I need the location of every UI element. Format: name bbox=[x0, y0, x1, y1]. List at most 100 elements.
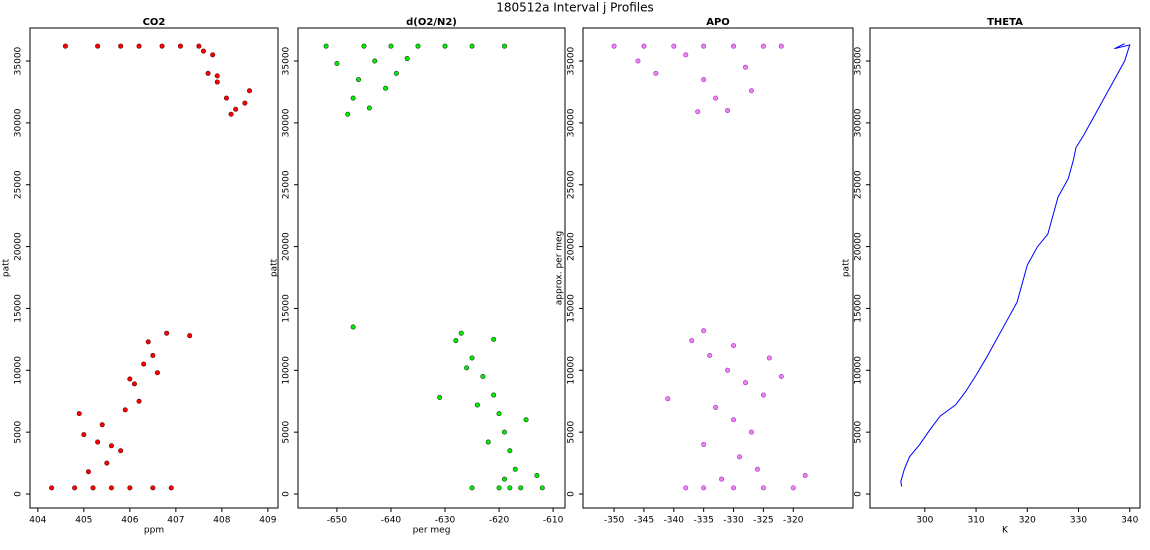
point bbox=[507, 485, 513, 491]
plot-frame bbox=[582, 27, 854, 509]
x-tick-label: 340 bbox=[1121, 516, 1138, 526]
y-tick-label: 25000 bbox=[854, 170, 864, 199]
point bbox=[464, 365, 470, 371]
y-tick-label: 20000 bbox=[282, 232, 292, 261]
point bbox=[748, 88, 754, 94]
y-tick-label: 5000 bbox=[14, 420, 24, 443]
y-tick-label: 0 bbox=[567, 491, 577, 497]
point bbox=[665, 396, 671, 402]
y-tick-label: 35000 bbox=[854, 46, 864, 75]
point bbox=[108, 443, 114, 449]
point bbox=[501, 43, 507, 49]
point bbox=[458, 330, 464, 336]
y-axis-label: patt bbox=[270, 258, 280, 277]
point bbox=[523, 417, 529, 423]
point bbox=[233, 106, 239, 112]
panel-title: THETA bbox=[987, 17, 1023, 28]
point bbox=[518, 485, 524, 491]
point bbox=[653, 70, 659, 76]
point bbox=[136, 43, 142, 49]
point bbox=[469, 355, 475, 361]
x-tick-label: -320 bbox=[783, 516, 804, 526]
point bbox=[62, 43, 68, 49]
point bbox=[802, 472, 808, 478]
plot-frame bbox=[29, 27, 279, 509]
x-tick-label: -345 bbox=[634, 516, 654, 526]
point bbox=[713, 95, 719, 101]
x-tick-label: -650 bbox=[327, 516, 348, 526]
y-tick-label: 15000 bbox=[282, 294, 292, 323]
y-tick-label: 25000 bbox=[14, 170, 24, 199]
point bbox=[442, 43, 448, 49]
y-tick-label: 10000 bbox=[567, 356, 577, 385]
x-tick-label: 405 bbox=[75, 516, 92, 526]
page-title: 180512a Interval j Profiles bbox=[496, 1, 653, 15]
point bbox=[118, 43, 124, 49]
point bbox=[383, 85, 389, 91]
y-tick-label: 35000 bbox=[282, 46, 292, 75]
point bbox=[145, 339, 151, 345]
point bbox=[200, 48, 206, 54]
point bbox=[635, 58, 641, 64]
point bbox=[393, 70, 399, 76]
point bbox=[150, 485, 156, 491]
x-tick-label: -340 bbox=[664, 516, 685, 526]
y-axis-label: patt bbox=[2, 258, 12, 277]
y-axis-label: patt bbox=[842, 258, 852, 277]
point bbox=[223, 95, 229, 101]
point bbox=[683, 52, 689, 58]
point bbox=[507, 448, 513, 454]
point bbox=[501, 429, 507, 435]
point bbox=[539, 485, 545, 491]
y-tick-label: 10000 bbox=[282, 356, 292, 385]
x-tick-label: -640 bbox=[381, 516, 402, 526]
y-tick-label: 5000 bbox=[854, 420, 864, 443]
x-tick-label: 300 bbox=[916, 516, 933, 526]
x-axis-label: per meg bbox=[413, 526, 451, 536]
point bbox=[689, 338, 695, 344]
point bbox=[453, 338, 459, 344]
point bbox=[95, 439, 101, 445]
point bbox=[742, 64, 748, 70]
point bbox=[205, 70, 211, 76]
point bbox=[737, 454, 743, 460]
x-tick-label: 310 bbox=[967, 516, 984, 526]
point bbox=[95, 43, 101, 49]
point bbox=[701, 442, 707, 448]
point bbox=[790, 485, 796, 491]
x-tick-label: -610 bbox=[543, 516, 564, 526]
y-tick-label: 30000 bbox=[14, 108, 24, 137]
y-tick-label: 35000 bbox=[567, 46, 577, 75]
y-tick-label: 35000 bbox=[14, 46, 24, 75]
point bbox=[350, 95, 356, 101]
point bbox=[766, 355, 772, 361]
x-tick-label: -330 bbox=[723, 516, 744, 526]
point bbox=[701, 43, 707, 49]
point bbox=[366, 105, 372, 111]
plot-frame bbox=[297, 27, 566, 509]
y-tick-label: 15000 bbox=[854, 294, 864, 323]
x-tick-label: 409 bbox=[259, 516, 276, 526]
point bbox=[228, 111, 234, 117]
x-tick-label: -630 bbox=[435, 516, 456, 526]
y-tick-label: 30000 bbox=[567, 108, 577, 137]
x-axis-label: K bbox=[1002, 526, 1009, 536]
point bbox=[150, 352, 156, 358]
y-tick-label: 0 bbox=[14, 491, 24, 497]
point bbox=[118, 448, 124, 454]
point bbox=[701, 328, 707, 334]
point bbox=[748, 429, 754, 435]
y-tick-label: 20000 bbox=[14, 232, 24, 261]
x-tick-label: -350 bbox=[604, 516, 625, 526]
x-tick-label: 404 bbox=[29, 516, 46, 526]
point bbox=[501, 476, 507, 482]
x-tick-label: 408 bbox=[213, 516, 230, 526]
point bbox=[496, 411, 502, 417]
point bbox=[512, 466, 518, 472]
x-tick-label: 330 bbox=[1070, 516, 1087, 526]
point bbox=[210, 52, 216, 58]
y-tick-label: 15000 bbox=[14, 294, 24, 323]
y-tick-label: 25000 bbox=[567, 170, 577, 199]
point bbox=[242, 100, 248, 106]
